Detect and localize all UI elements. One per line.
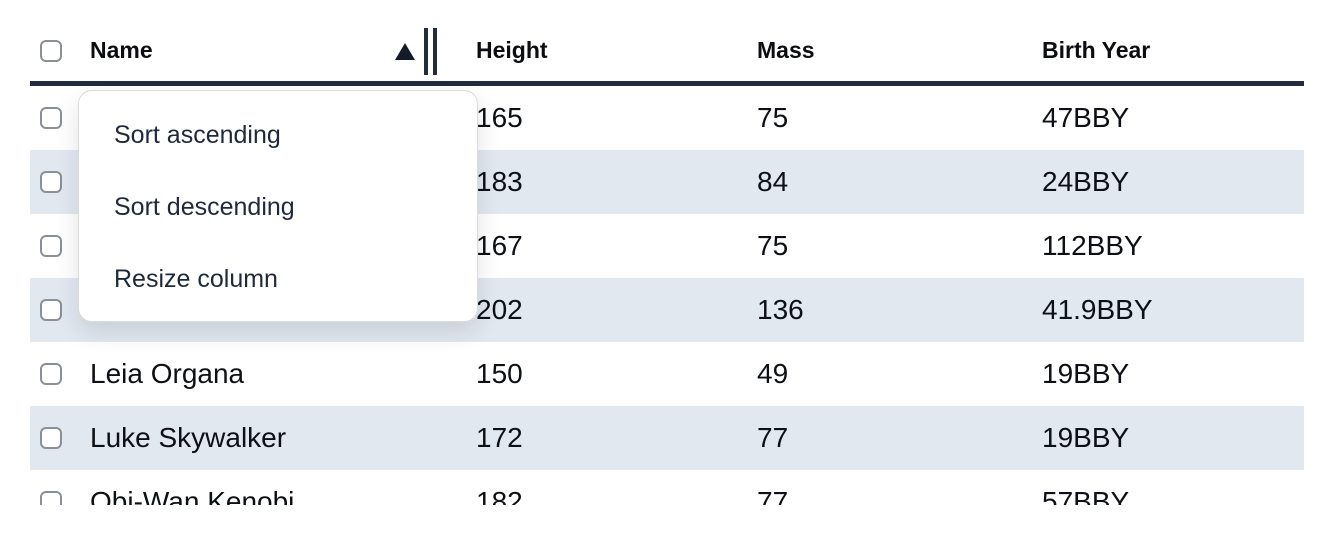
cell-birth-year: 57BBY (1042, 486, 1130, 505)
table-row: Luke Skywalker 172 77 19BBY (30, 406, 1304, 470)
cell-height: 182 (476, 486, 523, 505)
column-header-mass[interactable]: Mass (757, 37, 815, 63)
cell-height: 202 (476, 294, 523, 325)
select-all-checkbox[interactable] (40, 40, 62, 62)
column-header-height[interactable]: Height (476, 37, 548, 63)
cell-birth-year: 112BBY (1042, 230, 1143, 261)
table-row: Obi-Wan Kenobi 182 77 57BBY (30, 470, 1304, 505)
table-row: 167 75 112BBY (30, 214, 1304, 278)
menu-item-resize-column[interactable]: Resize column (114, 265, 278, 293)
cell-birth-year: 41.9BBY (1042, 294, 1153, 325)
cell-birth-year: 24BBY (1042, 166, 1130, 197)
cell-height: 183 (476, 166, 523, 197)
menu-item-sort-descending[interactable]: Sort descending (114, 193, 295, 221)
cell-name: Luke Skywalker (90, 422, 287, 453)
row-checkbox[interactable] (40, 107, 62, 129)
sort-ascending-icon (395, 43, 415, 60)
cell-mass: 77 (757, 422, 789, 453)
cell-birth-year: 19BBY (1042, 358, 1130, 389)
column-resize-handle-icon[interactable] (424, 28, 437, 75)
cell-mass: 136 (757, 294, 804, 325)
table-row: Leia Organa 150 49 19BBY (30, 342, 1304, 406)
cell-mass: 77 (757, 486, 789, 505)
table-header-row: Name Height Mass Birth Year (30, 0, 1304, 86)
cell-name: Obi-Wan Kenobi (90, 486, 295, 505)
cell-height: 167 (476, 230, 523, 261)
row-checkbox[interactable] (40, 491, 62, 505)
table-row: 165 75 47BBY (30, 86, 1304, 150)
cell-mass: 84 (757, 166, 789, 197)
cell-height: 165 (476, 102, 523, 133)
cell-height: 150 (476, 358, 523, 389)
cell-birth-year: 47BBY (1042, 102, 1130, 133)
cell-mass: 49 (757, 358, 789, 389)
cell-mass: 75 (757, 230, 789, 261)
cell-name: Leia Organa (90, 358, 245, 389)
row-checkbox[interactable] (40, 235, 62, 257)
column-context-menu: Sort ascending Sort descending Resize co… (78, 90, 478, 322)
resize-bar (433, 28, 437, 75)
row-checkbox[interactable] (40, 427, 62, 449)
column-header-birth-year[interactable]: Birth Year (1042, 37, 1151, 63)
row-checkbox[interactable] (40, 299, 62, 321)
cell-height: 172 (476, 422, 523, 453)
menu-item-sort-ascending[interactable]: Sort ascending (114, 121, 281, 149)
cell-birth-year: 19BBY (1042, 422, 1130, 453)
column-header-name[interactable]: Name (90, 37, 153, 63)
resize-bar (424, 28, 428, 75)
cell-mass: 75 (757, 102, 789, 133)
row-checkbox[interactable] (40, 171, 62, 193)
row-checkbox[interactable] (40, 363, 62, 385)
